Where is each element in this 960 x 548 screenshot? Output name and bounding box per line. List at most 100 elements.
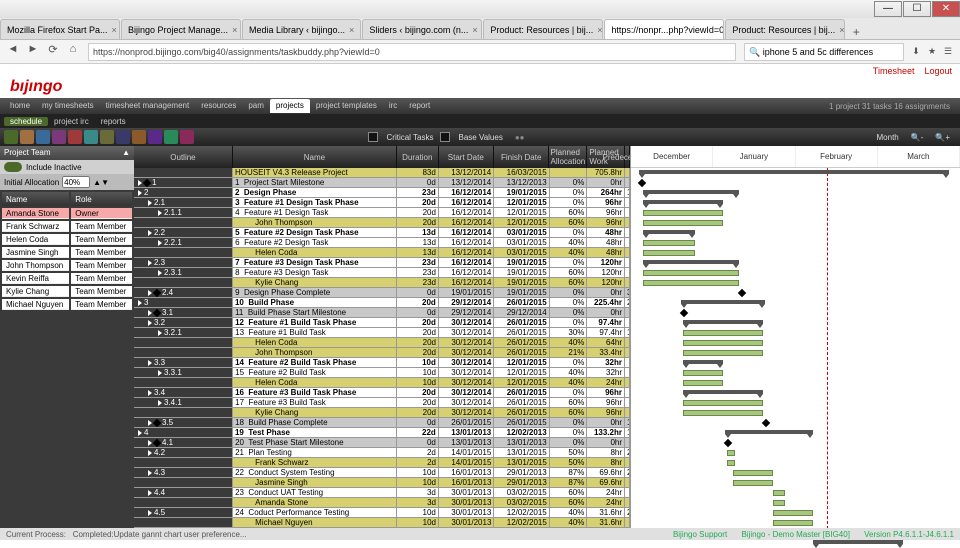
- browser-tab[interactable]: Mozilla Firefox Start Pa...×: [0, 19, 120, 39]
- browser-tab[interactable]: https://nonpr...php?viewId=0×: [604, 19, 724, 39]
- gantt-bar[interactable]: [773, 490, 785, 496]
- gantt-bar[interactable]: [683, 320, 763, 324]
- task-row[interactable]: 4.524 Coduct Performance Testing10d30/01…: [134, 508, 630, 518]
- tool-button[interactable]: [164, 130, 178, 144]
- tab-close-icon[interactable]: ×: [597, 25, 602, 35]
- tab-close-icon[interactable]: ×: [472, 25, 477, 35]
- alloc-up-icon[interactable]: ▲: [93, 178, 101, 187]
- gantt-bar[interactable]: [733, 480, 773, 486]
- include-toggle[interactable]: [4, 162, 22, 172]
- subtab-schedule[interactable]: schedule: [4, 117, 48, 126]
- gantt-bar[interactable]: [643, 270, 739, 276]
- gantt-bar[interactable]: [813, 540, 903, 544]
- col-start[interactable]: Start Date: [439, 146, 494, 168]
- gantt-bar[interactable]: [643, 220, 723, 226]
- task-row[interactable]: 310 Build Phase20d29/12/201426/01/20150%…: [134, 298, 630, 308]
- task-row[interactable]: 2.37 Feature #3 Design Task Phase23d16/1…: [134, 258, 630, 268]
- browser-tab[interactable]: Bijingo Project Manage...×: [121, 19, 241, 39]
- gantt-bar[interactable]: [725, 430, 813, 434]
- tab-close-icon[interactable]: ×: [112, 25, 117, 35]
- browser-tab[interactable]: Product: Resources | bij...×: [483, 19, 603, 39]
- gantt-bar[interactable]: [683, 350, 763, 356]
- gantt-bar[interactable]: [773, 510, 813, 516]
- alloc-down-icon[interactable]: ▼: [101, 178, 109, 187]
- task-row[interactable]: Jasmine Singh10d16/01/201329/01/201387%6…: [134, 478, 630, 488]
- gantt-bar[interactable]: [643, 210, 723, 216]
- gantt-bar[interactable]: [639, 170, 949, 174]
- task-row[interactable]: 3.212 Feature #1 Build Task Phase20d30/1…: [134, 318, 630, 328]
- module-my-timesheets[interactable]: my timesheets: [36, 99, 100, 113]
- home-icon[interactable]: ⌂: [64, 43, 82, 61]
- task-row[interactable]: 3.4.117 Feature #3 Build Task20d30/12/20…: [134, 398, 630, 408]
- task-row[interactable]: 3.3.115 Feature #2 Build Task10d30/12/20…: [134, 368, 630, 378]
- task-row[interactable]: Kylie Chang20d30/12/201426/01/201560%96h…: [134, 408, 630, 418]
- team-row[interactable]: John ThompsonTeam Member: [2, 260, 132, 271]
- gantt-bar[interactable]: [643, 230, 695, 234]
- tab-close-icon[interactable]: ×: [839, 25, 844, 35]
- module-irc[interactable]: irc: [383, 99, 403, 113]
- task-row[interactable]: 2.13 Feature #1 Design Task Phase20d16/1…: [134, 198, 630, 208]
- task-row[interactable]: Frank Schwarz2d14/01/201513/01/201550%8h…: [134, 458, 630, 468]
- collapse-icon[interactable]: ▲: [122, 146, 130, 160]
- task-row[interactable]: Helen Coda13d16/12/201403/01/201540%48hr: [134, 248, 630, 258]
- reload-icon[interactable]: ⟳: [44, 43, 62, 61]
- gantt-bar[interactable]: [681, 300, 765, 304]
- tab-close-icon[interactable]: ×: [232, 25, 237, 35]
- task-row[interactable]: John Thompson20d16/12/201412/01/201560%9…: [134, 218, 630, 228]
- menu-icon[interactable]: ☰: [940, 46, 956, 57]
- tool-button[interactable]: [132, 130, 146, 144]
- gantt-bar[interactable]: [643, 200, 723, 204]
- url-input[interactable]: https://nonprod.bijingo.com/big40/assign…: [88, 43, 736, 61]
- team-row[interactable]: Kevin ReiffaTeam Member: [2, 273, 132, 284]
- gantt-bar[interactable]: [643, 240, 695, 246]
- bookmark-icon[interactable]: ★: [924, 46, 940, 57]
- task-row[interactable]: Amanda Stone3d30/01/201303/02/201560%24h…: [134, 498, 630, 508]
- gantt-bar[interactable]: [727, 460, 735, 466]
- team-row[interactable]: Amanda StoneOwner: [2, 208, 132, 219]
- module-projects[interactable]: projects: [270, 99, 310, 113]
- task-row[interactable]: 419 Test Phase22d13/01/201312/02/20130%1…: [134, 428, 630, 438]
- task-row[interactable]: 2.2.16 Feature #2 Design Task13d16/12/20…: [134, 238, 630, 248]
- gantt-bar[interactable]: [773, 520, 813, 526]
- team-row[interactable]: Jasmine SinghTeam Member: [2, 247, 132, 258]
- gantt-bar[interactable]: [683, 390, 763, 394]
- task-row[interactable]: 4.322 Conduct System Testing10d16/01/201…: [134, 468, 630, 478]
- browser-tab[interactable]: Media Library ‹ bijingo...×: [242, 19, 361, 39]
- task-row[interactable]: 2.25 Feature #2 Design Task Phase13d16/1…: [134, 228, 630, 238]
- team-row[interactable]: Frank SchwarzTeam Member: [2, 221, 132, 232]
- tool-button[interactable]: [180, 130, 194, 144]
- subtab-reports[interactable]: reports: [95, 117, 132, 126]
- task-row[interactable]: 4.423 Conduct UAT Testing3d30/01/201303/…: [134, 488, 630, 498]
- browser-tab[interactable]: Sliders ‹ bijingo.com (n...×: [362, 19, 482, 39]
- task-row[interactable]: Helen Coda10d30/12/201412/01/201540%24hr: [134, 378, 630, 388]
- task-row[interactable]: 2.3.18 Feature #3 Design Task23d16/12/20…: [134, 268, 630, 278]
- gantt-milestone[interactable]: [680, 309, 688, 317]
- alloc-input[interactable]: [62, 176, 90, 188]
- zoom-out-icon[interactable]: 🔍-: [911, 133, 924, 142]
- gantt-bar[interactable]: [683, 370, 723, 376]
- module-resources[interactable]: resources: [195, 99, 242, 113]
- task-row[interactable]: 3.111 Build Phase Start Milestone0d29/12…: [134, 308, 630, 318]
- tool-button[interactable]: [84, 130, 98, 144]
- gantt-bar[interactable]: [683, 400, 763, 406]
- col-duration[interactable]: Duration: [397, 146, 439, 168]
- gantt-bar[interactable]: [643, 250, 695, 256]
- gantt-bar[interactable]: [683, 360, 723, 364]
- gantt-bar[interactable]: [733, 470, 773, 476]
- task-row[interactable]: Kylie Chang23d16/12/201419/01/201560%120…: [134, 278, 630, 288]
- logout-link[interactable]: Logout: [924, 66, 952, 76]
- task-row[interactable]: 2.49 Design Phase Complete0d19/01/201519…: [134, 288, 630, 298]
- task-row[interactable]: 3.518 Build Phase Complete0d26/01/201526…: [134, 418, 630, 428]
- close-button[interactable]: ✕: [932, 1, 960, 17]
- task-row[interactable]: 3.314 Feature #2 Build Task Phase10d30/1…: [134, 358, 630, 368]
- task-row[interactable]: 11 Project Start Milestone0d13/12/201413…: [134, 178, 630, 188]
- col-outline[interactable]: Outline: [134, 146, 233, 168]
- gantt-bar[interactable]: [683, 380, 723, 386]
- team-row[interactable]: Kylie ChangTeam Member: [2, 286, 132, 297]
- browser-tab[interactable]: Product: Resources | bij...×: [725, 19, 845, 39]
- task-row[interactable]: Helen Coda20d30/12/201426/01/201540%64hr: [134, 338, 630, 348]
- new-tab-button[interactable]: +: [846, 25, 866, 39]
- tab-close-icon[interactable]: ×: [349, 25, 354, 35]
- tool-button[interactable]: [116, 130, 130, 144]
- tool-button[interactable]: [52, 130, 66, 144]
